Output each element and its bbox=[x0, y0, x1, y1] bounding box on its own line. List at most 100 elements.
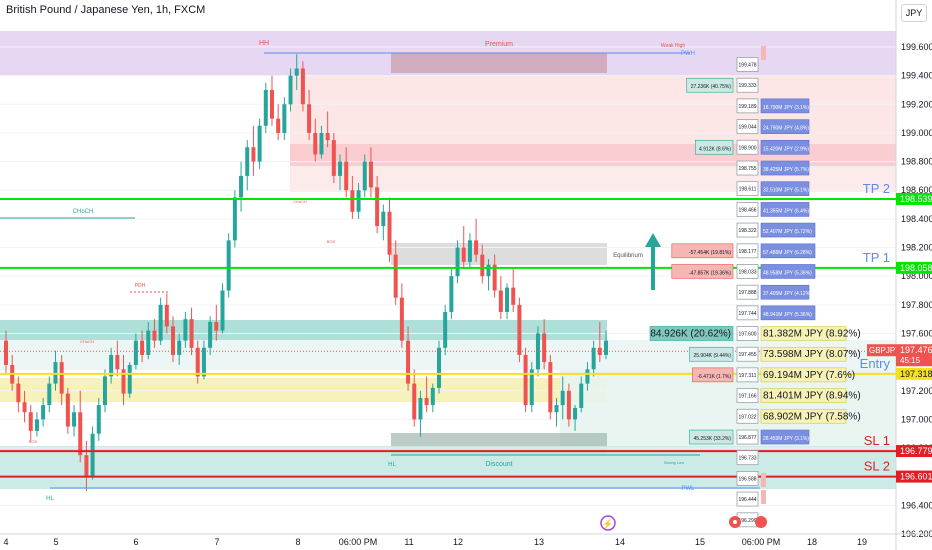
vp-left-bar bbox=[694, 139, 734, 155]
y-tick-label: 198.400 bbox=[901, 214, 932, 224]
candle-body bbox=[412, 383, 417, 420]
candle-body bbox=[443, 311, 448, 348]
vp-price-cell bbox=[736, 57, 759, 72]
vp-left-text: 84.926K (20.62%) bbox=[650, 328, 731, 339]
candle-body bbox=[399, 297, 404, 341]
vp-right-bar bbox=[760, 264, 816, 279]
vp-left-bar bbox=[692, 367, 734, 383]
candle-body bbox=[59, 362, 64, 394]
countdown-text: 45:15 bbox=[900, 356, 921, 365]
candle-body bbox=[102, 376, 107, 406]
x-tick-label: 19 bbox=[857, 537, 867, 547]
vp-left-bar bbox=[671, 264, 734, 279]
candle-body bbox=[115, 354, 120, 370]
vp-price-text: 198.033 bbox=[738, 269, 756, 275]
y-tick-label: 198.800 bbox=[901, 157, 932, 167]
x-tick-label: 06:00 PM bbox=[742, 537, 781, 547]
vp-stub bbox=[761, 473, 766, 487]
y-tick-label: 199.600 bbox=[901, 42, 932, 52]
candle-body bbox=[480, 254, 485, 277]
candle-body bbox=[331, 140, 336, 176]
candle-body bbox=[313, 132, 318, 155]
level-price-badge bbox=[896, 367, 932, 380]
vp-left-bar bbox=[686, 77, 734, 93]
vp-right-text: 57.486M JPY (6.28%) bbox=[763, 250, 812, 256]
vp-price-cell bbox=[736, 119, 759, 135]
x-tick-label: 12 bbox=[453, 537, 463, 547]
vp-right-bar bbox=[760, 181, 810, 196]
candle-body bbox=[381, 211, 386, 227]
level-price-badge bbox=[896, 445, 932, 458]
candle-body bbox=[109, 354, 114, 377]
vp-price-cell bbox=[736, 491, 759, 507]
hl-label: HL bbox=[388, 462, 396, 468]
vp-right-text: 41.355M JPY (6.4%) bbox=[763, 208, 809, 214]
bos-label-2: BOS bbox=[327, 239, 336, 244]
candle-body bbox=[34, 419, 39, 431]
pwl-label: PWL bbox=[681, 486, 695, 492]
candle-body bbox=[325, 132, 330, 141]
candle-body bbox=[146, 330, 151, 355]
vp-left-text: 45.253K (33.2%) bbox=[693, 436, 731, 442]
lightning-icon bbox=[600, 515, 616, 531]
vp-right-text: 38.425M JPY (5.7%) bbox=[763, 167, 809, 173]
y-tick-label: 197.600 bbox=[901, 328, 932, 338]
vp-price-cell bbox=[736, 264, 759, 279]
vp-price-text: 196.733 bbox=[738, 456, 756, 462]
vp-right-text: 32.510M JPY (5.1%) bbox=[763, 188, 809, 194]
level-label: Entry bbox=[860, 356, 891, 371]
vp-price-text: 197.311 bbox=[739, 373, 757, 379]
vp-price-text: 198.322 bbox=[738, 228, 756, 234]
vp-price-text: 196.299 bbox=[738, 518, 756, 524]
level-price-text: 196.601 bbox=[900, 472, 932, 482]
equilibrium-box bbox=[391, 243, 607, 265]
candle-body bbox=[319, 132, 324, 155]
candle-body bbox=[140, 340, 145, 355]
candle-body bbox=[350, 190, 355, 212]
vp-left-text: 4.912K (8.6%) bbox=[699, 146, 731, 152]
candle-body bbox=[542, 333, 547, 363]
y-tick-label: 197.800 bbox=[901, 300, 932, 310]
vp-price-text: 197.022 bbox=[738, 414, 756, 420]
pdh-label: PDH bbox=[135, 283, 146, 289]
strong-low-label: Strong Low bbox=[664, 460, 684, 465]
candle-body bbox=[300, 68, 305, 105]
x-tick-label: 8 bbox=[295, 537, 300, 547]
candle-body bbox=[72, 412, 77, 427]
vp-right-bar bbox=[760, 367, 847, 383]
candle-body bbox=[492, 264, 497, 291]
candle-body bbox=[511, 287, 516, 305]
currency-button[interactable]: JPY bbox=[901, 4, 927, 22]
choch-small-label-2: CHoCH bbox=[293, 199, 307, 204]
vp-price-cell bbox=[736, 284, 759, 300]
y-tick-label: 199.000 bbox=[901, 128, 932, 138]
vp-price-cell bbox=[736, 471, 759, 486]
vp-price-text: 196.877 bbox=[738, 435, 756, 441]
x-tick-label: 18 bbox=[807, 537, 817, 547]
candle-body bbox=[28, 412, 33, 431]
premium-label: Premium bbox=[485, 41, 513, 48]
candle-body bbox=[393, 254, 398, 298]
candle-body bbox=[436, 347, 441, 388]
candle-body bbox=[474, 240, 479, 255]
level-price-badge bbox=[896, 261, 932, 274]
vp-left-bar bbox=[689, 346, 734, 362]
hl-label-2: HL bbox=[46, 496, 54, 502]
level-price-text: 196.779 bbox=[900, 446, 932, 456]
candle-body bbox=[127, 364, 132, 394]
vp-left-text: 27.236K (40.75%) bbox=[691, 84, 732, 90]
symbol-badge-text: GBPJPY bbox=[869, 346, 901, 355]
candle-body bbox=[591, 347, 596, 370]
vp-price-text: 198.755 bbox=[738, 166, 756, 172]
candle-body bbox=[498, 290, 503, 312]
choch-small-label: CHoCH bbox=[80, 339, 94, 344]
level-label: TP 1 bbox=[863, 250, 890, 265]
vp-right-bar bbox=[760, 388, 847, 403]
vp-right-bar bbox=[760, 202, 810, 217]
vp-price-text: 198.611 bbox=[739, 187, 757, 193]
candle-body bbox=[84, 455, 89, 477]
vp-price-text: 199.478 bbox=[738, 62, 756, 68]
vp-right-bar bbox=[760, 305, 816, 321]
